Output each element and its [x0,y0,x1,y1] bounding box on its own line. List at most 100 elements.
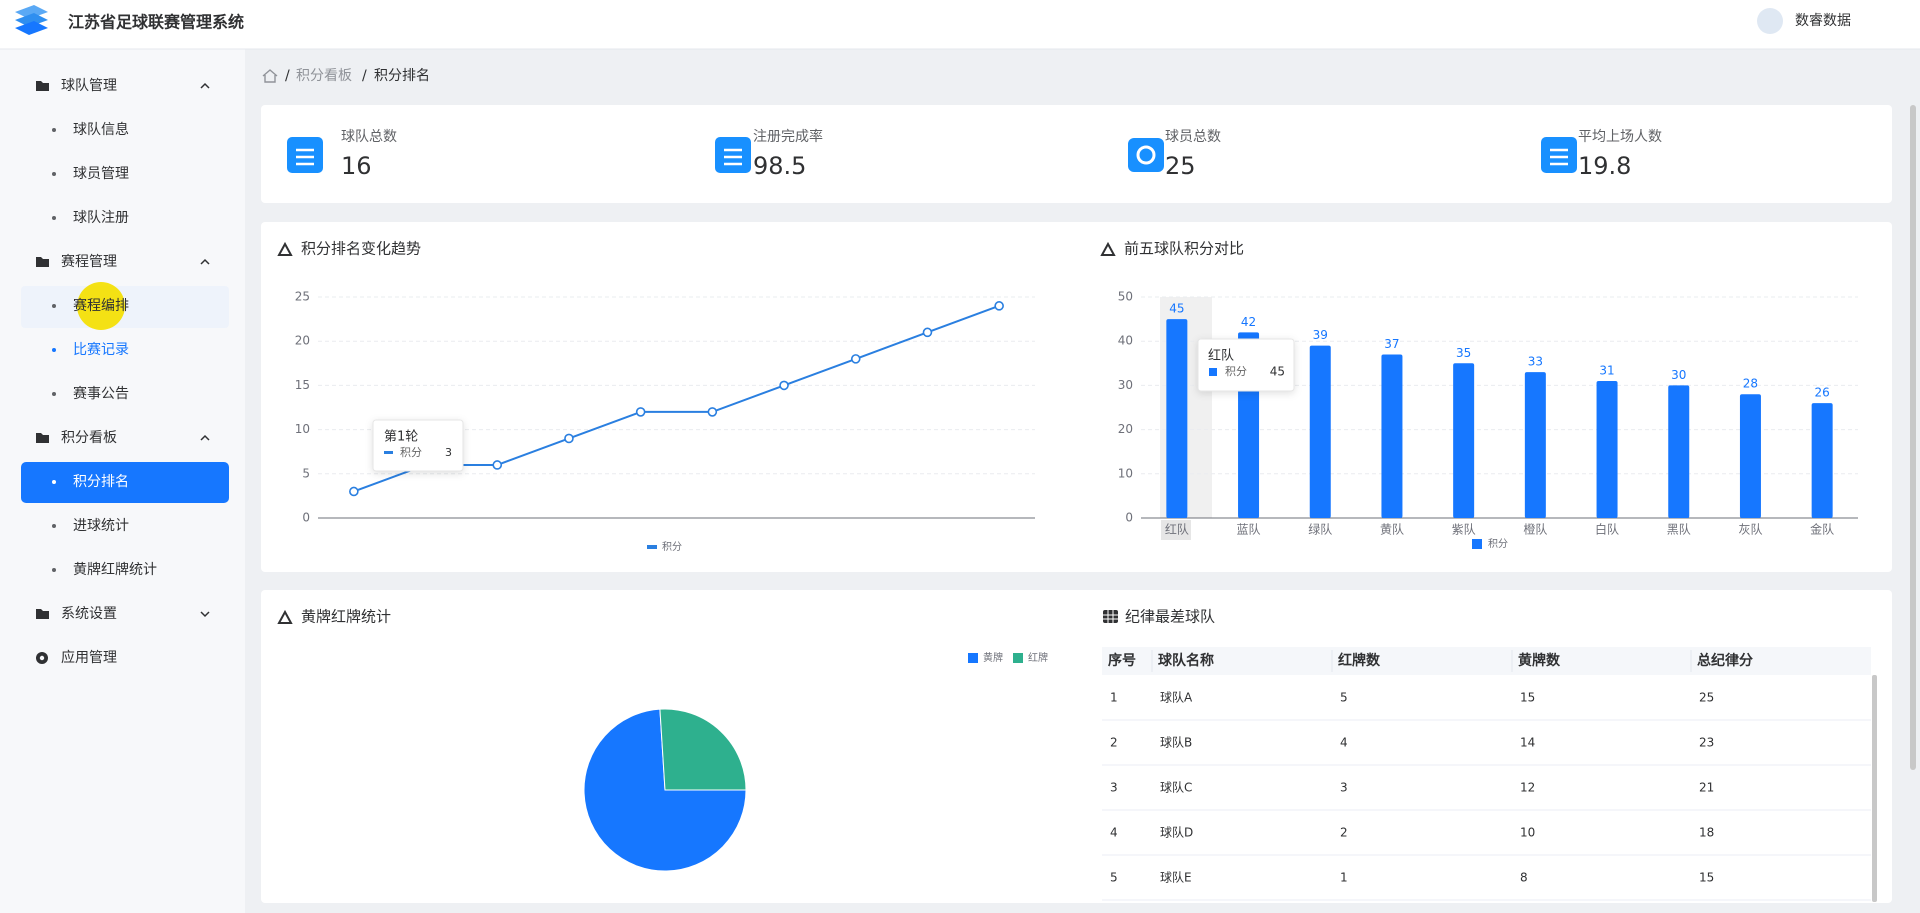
menu-item[interactable]: 黄牌红牌统计 [73,561,157,578]
stat-label: 注册完成率 [753,128,823,145]
menu-dot [52,128,56,132]
x-tick-label: 金队 [1810,522,1834,537]
legend-label[interactable]: 红牌 [1028,651,1048,664]
bar[interactable] [1739,394,1761,518]
x-tick-label: 蓝队 [1237,522,1261,537]
y-tick-label: 0 [1125,511,1133,525]
chevron[interactable] [200,611,210,618]
legend-label[interactable]: 积分 [1488,538,1508,550]
page-scrollbar[interactable] [1910,105,1916,770]
bar[interactable] [1453,363,1475,518]
table-scrollbar[interactable] [1872,675,1877,902]
point[interactable] [349,486,359,497]
tooltip-marker [384,451,393,454]
legend-label[interactable]: 积分 [662,541,682,553]
user-name[interactable]: 数睿数据 [1795,13,1851,29]
breadcrumb-item[interactable]: 积分看板 [296,68,352,84]
menu-group[interactable]: 应用管理 [61,649,117,666]
bar-value-label: 37 [1384,337,1399,351]
y-tick-label: 40 [1118,334,1133,348]
stat-value: 19.8 [1578,152,1631,180]
table-cell: 10 [1520,826,1535,840]
folder-icon [36,257,49,267]
point[interactable] [635,407,646,417]
bottom-card [261,590,1892,903]
legend-label[interactable]: 黄牌 [983,651,1003,664]
stat-label: 平均上场人数 [1578,129,1662,145]
menu-group[interactable]: 球队管理 [61,78,117,94]
table-cell: 2 [1340,826,1348,840]
point[interactable] [779,380,789,391]
point[interactable] [994,301,1004,311]
table-cell: 25 [1699,691,1714,705]
pie-slice[interactable] [659,708,747,791]
bar[interactable] [1811,403,1833,518]
chevron[interactable] [200,434,210,441]
menu-item[interactable]: 比赛记录 [73,342,129,358]
table-cell: 球队B [1160,735,1192,750]
table-header: 红牌数 [1338,652,1381,669]
y-tick-label: 50 [1118,290,1133,304]
home-icon[interactable] [262,69,278,83]
bar[interactable] [1668,385,1690,518]
stats-card [261,105,1892,203]
point[interactable] [707,407,718,417]
breadcrumb-sep: / [285,68,290,84]
bar[interactable] [1524,372,1546,518]
title-icon [277,609,293,624]
point[interactable] [492,460,503,470]
stat-icon [1128,138,1164,172]
table-cell: 1 [1110,691,1118,705]
legend-swatch [647,545,657,549]
bar[interactable] [1309,345,1331,518]
table-cell: 3 [1110,781,1118,795]
folder-icon [36,433,49,443]
table-cell: 21 [1699,781,1714,795]
menu-item[interactable]: 赛事公告 [73,386,129,402]
point[interactable] [922,327,933,338]
table-cell: 14 [1520,736,1535,750]
legend-swatch [968,653,978,663]
point[interactable] [850,354,861,364]
menu-item[interactable]: 球员管理 [73,166,129,182]
menu-item[interactable]: 积分排名 [73,474,129,490]
bar-value-label: 33 [1528,355,1543,369]
menu-item[interactable]: 球队注册 [73,210,129,226]
chevron[interactable] [200,82,210,89]
chart-title: 前五球队积分对比 [1124,240,1244,258]
table-header-bg [1102,647,1871,675]
bar[interactable] [1381,354,1403,518]
table-cell: 球队A [1160,690,1193,705]
table-cell: 15 [1699,871,1714,885]
table-cell: 23 [1699,736,1714,750]
breadcrumb-sep: / [362,68,367,84]
y-tick-label: 30 [1118,378,1133,392]
chart-title: 黄牌红牌统计 [301,608,391,626]
legend-swatch [1472,539,1482,549]
stat-value: 98.5 [753,152,806,180]
bar[interactable] [1596,380,1618,518]
folder-icon [36,81,49,91]
menu-group[interactable]: 赛程管理 [61,254,117,270]
table-cell: 12 [1520,781,1535,795]
bar[interactable] [1166,319,1188,518]
charts-card [261,222,1892,572]
avatar[interactable] [1757,8,1783,34]
stat-label: 球员总数 [1165,129,1221,145]
x-tick-label: 黑队 [1667,522,1691,537]
stat-icon [1541,137,1577,173]
tooltip [372,419,464,472]
menu-group[interactable]: 积分看板 [61,430,117,446]
menu-item[interactable]: 进球统计 [73,518,129,534]
point[interactable] [564,433,574,444]
menu-group[interactable]: 系统设置 [61,606,117,622]
tooltip-name: 积分 [400,446,422,459]
table-cell: 18 [1699,826,1714,840]
y-tick-label: 20 [1118,422,1133,436]
menu-item[interactable]: 球队信息 [73,121,129,138]
menu-item[interactable]: 赛程编排 [73,298,129,314]
active-bg [21,462,229,503]
chevron[interactable] [200,258,210,265]
x-tick-label: 黄队 [1380,522,1404,537]
table-header: 序号 [1108,652,1136,669]
